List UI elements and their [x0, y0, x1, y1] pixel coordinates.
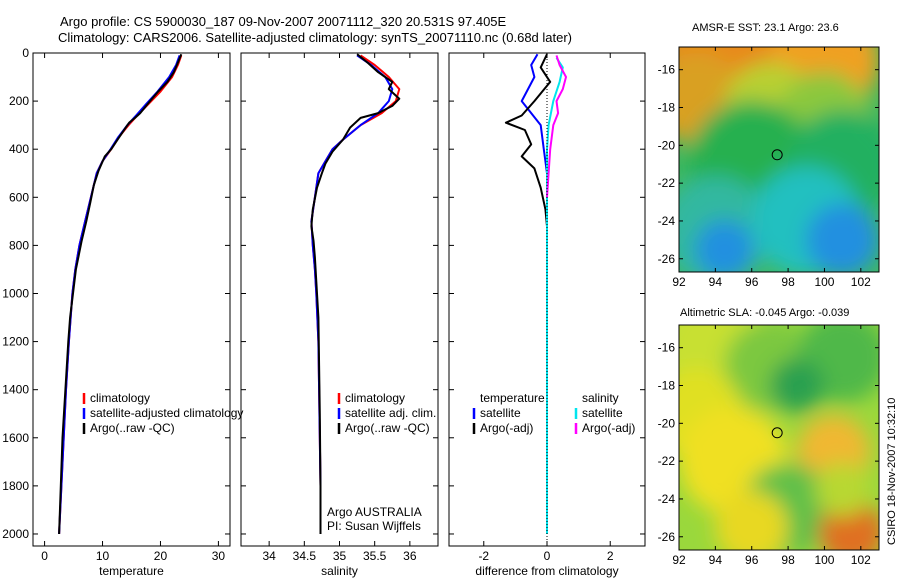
salinity-xtick-label: 34 [262, 549, 276, 563]
salinity-annotation: PI: Susan Wijffels [327, 519, 421, 533]
difference-series-line [520, 53, 548, 534]
sst-map-xtick-label: 98 [781, 275, 795, 289]
sla-map-xtick-label: 102 [851, 553, 871, 567]
sst-map-xtick-label: 100 [814, 275, 834, 289]
sst-map-xtick-label: 94 [709, 275, 723, 289]
sla-map-ytick-label: -16 [658, 341, 676, 355]
salinity-series-line [310, 53, 401, 534]
sst-map-xtick-label: 96 [745, 275, 759, 289]
sst-map-title: AMSR-E SST: 23.1 Argo: 23.6 [692, 22, 839, 34]
temperature-legend-label: climatology [90, 391, 150, 405]
difference-temperature-legend-label: temperature [480, 391, 545, 405]
sst-map: 92 94 96 98 100 102 -16 -18 -20 -22 -24 -26 [658, 47, 879, 289]
sst-map-ytick-label: -24 [658, 214, 676, 228]
sla-map-ytick-label: -22 [658, 454, 676, 468]
difference-salinity-legend-label: Argo(-adj) [582, 421, 635, 435]
difference-temperature-legend-label: satellite [480, 406, 521, 420]
temperature-ytick-label: 200 [9, 94, 29, 108]
sla-field [679, 325, 879, 550]
sla-map-ytick-label: -18 [658, 379, 676, 393]
salinity-xtick-label: 34.5 [293, 549, 317, 563]
sst-map-ytick-label: -26 [658, 252, 676, 266]
salinity-plot: 34 34.5 35 35.5 36 salinity climatologysatelli… [241, 52, 438, 578]
temperature-xtick-label: 0 [41, 549, 48, 563]
difference-xtick-label: 0 [544, 549, 551, 563]
title-line-2: Climatology: CARS2006. Satellite-adjuste… [58, 30, 572, 45]
sst-field [679, 47, 879, 272]
sla-map-ytick-label: -20 [658, 416, 676, 430]
sla-map-title: Altimetric SLA: -0.045 Argo: -0.039 [680, 307, 849, 319]
temperature-series-line [58, 53, 183, 535]
temperature-ytick-label: 1200 [2, 335, 29, 349]
temperature-plot: 0 10 20 30 0 200 400 600 800 1000 1200 1400 1600 1800… [2, 46, 243, 578]
salinity-axes [240, 52, 439, 547]
salinity-xtick-label: 35 [333, 549, 347, 563]
salinity-xtick-label: 36 [403, 549, 417, 563]
salinity-xtick-label: 35.5 [363, 549, 387, 563]
salinity-legend-label: satellite adj. clim. [345, 406, 436, 420]
sla-map-xtick-label: 96 [745, 553, 759, 567]
temperature-xlabel: temperature [99, 564, 164, 578]
difference-temperature-legend-label: Argo(-adj) [480, 421, 533, 435]
temperature-xtick-label: 10 [96, 549, 110, 563]
sla-map-field-patch [815, 462, 870, 517]
sla-map-xtick-label: 98 [781, 553, 795, 567]
sla-map-xtick-label: 100 [814, 553, 834, 567]
sla-map: 92 94 96 98 100 102 -16 -18 -20 -22 -24 -26 [658, 325, 879, 567]
temperature-series-line [58, 55, 183, 535]
sla-map-ytick-label: -24 [658, 492, 676, 506]
temperature-legend-label: Argo(..raw -QC) [90, 421, 175, 435]
salinity-series-line [310, 54, 401, 534]
difference-xtick-label: -2 [478, 549, 489, 563]
difference-xtick-label: 2 [607, 549, 614, 563]
sst-map-ytick-label: -16 [658, 63, 676, 77]
temperature-ytick-label: 1400 [2, 383, 29, 397]
temperature-ytick-label: 1000 [2, 286, 29, 300]
sla-map-xtick-label: 94 [709, 553, 723, 567]
sla-map-field-patch [769, 358, 825, 413]
temperature-ytick-label: 1600 [2, 431, 29, 445]
salinity-xlabel: salinity [321, 564, 358, 578]
difference-salinity-legend-label: salinity [582, 391, 619, 405]
difference-salinity-legend-label: satellite [582, 406, 623, 420]
sst-map-ytick-label: -22 [658, 176, 676, 190]
salinity-legend-label: Argo(..raw -QC) [345, 421, 430, 435]
difference-series-line [546, 57, 564, 534]
sst-map-ytick-label: -18 [658, 101, 676, 115]
salinity-legend-label: climatology [345, 391, 405, 405]
sst-map-axes [678, 46, 880, 273]
sla-map-ytick-label: -26 [658, 530, 676, 544]
temperature-series-line [58, 55, 181, 535]
sst-map-xtick-label: 92 [672, 275, 686, 289]
sst-map-ytick-label: -20 [658, 138, 676, 152]
temperature-ytick-label: 2000 [2, 527, 29, 541]
sla-map-field-patch [715, 490, 789, 550]
sla-map-axes [678, 324, 880, 551]
sla-map-xtick-label: 92 [672, 553, 686, 567]
temperature-ytick-label: 1800 [2, 479, 29, 493]
csiro-timestamp: CSIRO 18-Nov-2007 10:32:10 [886, 398, 898, 545]
difference-series-line [504, 53, 552, 525]
sst-map-field-patch [695, 220, 754, 272]
difference-xlabel: difference from climatology [475, 564, 618, 578]
sla-map-argo-marker [771, 427, 783, 439]
temperature-ytick-label: 0 [22, 46, 29, 60]
temperature-legend-label: satellite-adjusted climatology [90, 406, 243, 420]
sst-map-xtick-label: 102 [851, 275, 871, 289]
sst-map-argo-marker [771, 149, 783, 161]
difference-series-line [546, 55, 567, 198]
temperature-xtick-label: 20 [154, 549, 168, 563]
temperature-ytick-label: 400 [9, 142, 29, 156]
temperature-xtick-label: 30 [212, 549, 226, 563]
temperature-ytick-label: 600 [9, 190, 29, 204]
sst-map-field-patch [806, 203, 879, 272]
title-line-1: Argo profile: CS 5900030_187 09-Nov-2007… [60, 14, 507, 29]
temperature-axes [32, 52, 231, 547]
salinity-annotation: Argo AUSTRALIA [327, 505, 422, 519]
temperature-ytick-label: 800 [9, 238, 29, 252]
